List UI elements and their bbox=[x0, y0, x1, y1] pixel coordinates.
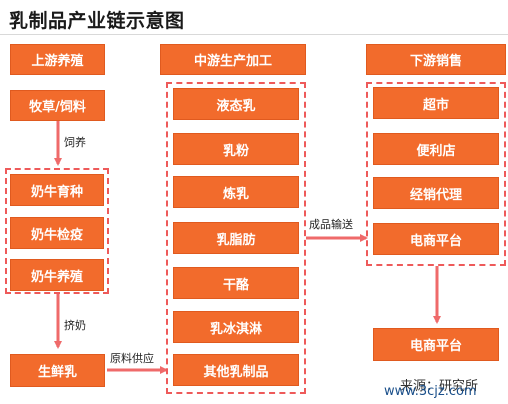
channels-group bbox=[366, 82, 506, 266]
header-midstream: 中游生产加工 bbox=[160, 44, 306, 75]
products-group bbox=[166, 82, 306, 394]
product-item: 乳冰淇淋 bbox=[173, 311, 299, 343]
site-watermark: www.3cjz.com bbox=[384, 384, 477, 399]
product-item: 其他乳制品 bbox=[173, 354, 299, 386]
milk-label: 挤奶 bbox=[64, 319, 86, 332]
channel-item: 经销代理 bbox=[373, 177, 499, 209]
channel-item: 电商平台 bbox=[373, 223, 499, 255]
product-item: 干酪 bbox=[173, 267, 299, 299]
product-item: 乳粉 bbox=[173, 133, 299, 165]
cattle-item: 奶牛检疫 bbox=[10, 217, 104, 249]
output-label: 成品输送 bbox=[309, 218, 353, 231]
product-item: 乳脂肪 bbox=[173, 222, 299, 254]
feed-box: 牧草/饲料 bbox=[10, 90, 105, 121]
supply-label: 原料供应 bbox=[110, 352, 154, 365]
cattle-group bbox=[5, 168, 109, 294]
page-title: 乳制品产业链示意图 bbox=[9, 10, 185, 32]
fresh-milk-box: 生鲜乳 bbox=[10, 354, 105, 387]
source-note: 来源：研究所 bbox=[400, 379, 479, 394]
title-divider bbox=[0, 34, 508, 35]
channel-item: 便利店 bbox=[373, 133, 499, 165]
cattle-item: 奶牛育种 bbox=[10, 174, 104, 206]
header-upstream: 上游养殖 bbox=[10, 44, 105, 75]
product-item: 炼乳 bbox=[173, 176, 299, 208]
feed-label: 饲养 bbox=[64, 136, 86, 149]
header-downstream: 下游销售 bbox=[366, 44, 506, 75]
cattle-item: 奶牛养殖 bbox=[10, 259, 104, 291]
final-channel-box: 电商平台 bbox=[373, 328, 499, 361]
product-item: 液态乳 bbox=[173, 88, 299, 120]
channel-item: 超市 bbox=[373, 87, 499, 119]
